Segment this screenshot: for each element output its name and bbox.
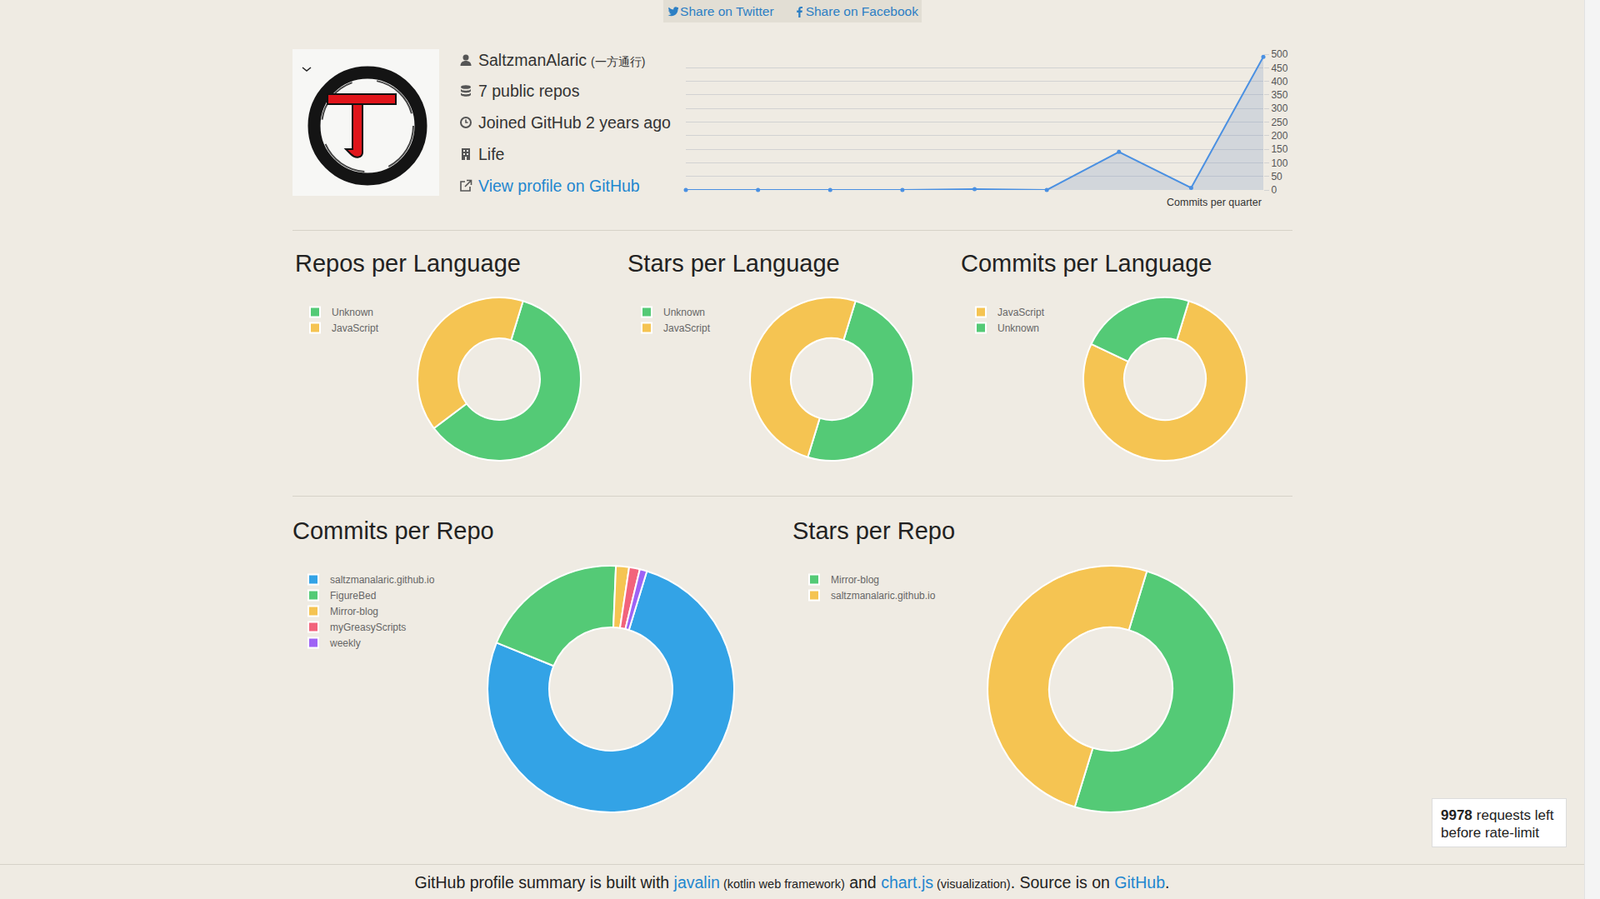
svg-text:300: 300 (1270, 102, 1288, 115)
svg-text:saltzmanalaric.github.io: saltzmanalaric.github.io (830, 590, 936, 602)
html-text:Commits per Repo: Commits per Repo (292, 517, 494, 545)
svg-text:0: 0 (1270, 184, 1277, 196)
html-text:7 public repos: 7 public repos (478, 81, 580, 100)
html-text:View profile on GitHub: View profile on GitHub (478, 176, 640, 195)
svg-text:Unknown: Unknown (663, 306, 705, 319)
svg-text:Unknown: Unknown (331, 306, 374, 319)
svg-text:JavaScript: JavaScript (997, 306, 1045, 319)
svg-text:weekly: weekly (329, 637, 361, 650)
html-text:9978 requests left: 9978 requests left (1440, 807, 1554, 824)
html-text:before rate-limit: before rate-limit (1440, 825, 1540, 841)
html-text:Stars per Repo: Stars per Repo (792, 517, 955, 545)
svg-text:450: 450 (1270, 62, 1288, 75)
html-text:Joined GitHub 2 years ago: Joined GitHub 2 years ago (478, 113, 671, 132)
html-text:Share on Facebook: Share on Facebook (805, 3, 919, 18)
svg-text:200: 200 (1270, 130, 1288, 142)
svg-text:Commits per quarter: Commits per quarter (1166, 196, 1262, 209)
svg-text:250: 250 (1270, 116, 1288, 129)
svg-text:FigureBed: FigureBed (330, 590, 376, 602)
svg-text:500: 500 (1270, 48, 1288, 60)
html-text:Life: Life (478, 145, 505, 164)
svg-text:JavaScript: JavaScript (663, 322, 711, 335)
svg-text:350: 350 (1270, 89, 1288, 101)
svg-text:Mirror-blog: Mirror-blog (830, 574, 880, 586)
svg-text:saltzmanalaric.github.io: saltzmanalaric.github.io (330, 574, 435, 586)
svg-text:Mirror-blog: Mirror-blog (330, 605, 379, 618)
svg-text:150: 150 (1270, 143, 1288, 155)
svg-text:400: 400 (1270, 75, 1288, 88)
html-text:Repos per Language: Repos per Language (295, 250, 521, 277)
svg-text:myGreasyScripts: myGreasyScripts (330, 621, 406, 634)
html-text:Share on Twitter: Share on Twitter (680, 3, 774, 18)
svg-text:JavaScript: JavaScript (331, 322, 380, 335)
html-text:GitHub profile summary is buil: GitHub profile summary is built with jav… (414, 873, 1170, 892)
svg-text:100: 100 (1270, 157, 1288, 170)
html-text:Commits per Language: Commits per Language (960, 250, 1213, 277)
html-text:Stars per Language: Stars per Language (627, 250, 840, 277)
svg-text:50: 50 (1270, 170, 1283, 183)
html-text:SaltzmanAlaric (一方通行): SaltzmanAlaric (一方通行) (478, 50, 646, 70)
svg-text:Unknown: Unknown (997, 322, 1040, 335)
